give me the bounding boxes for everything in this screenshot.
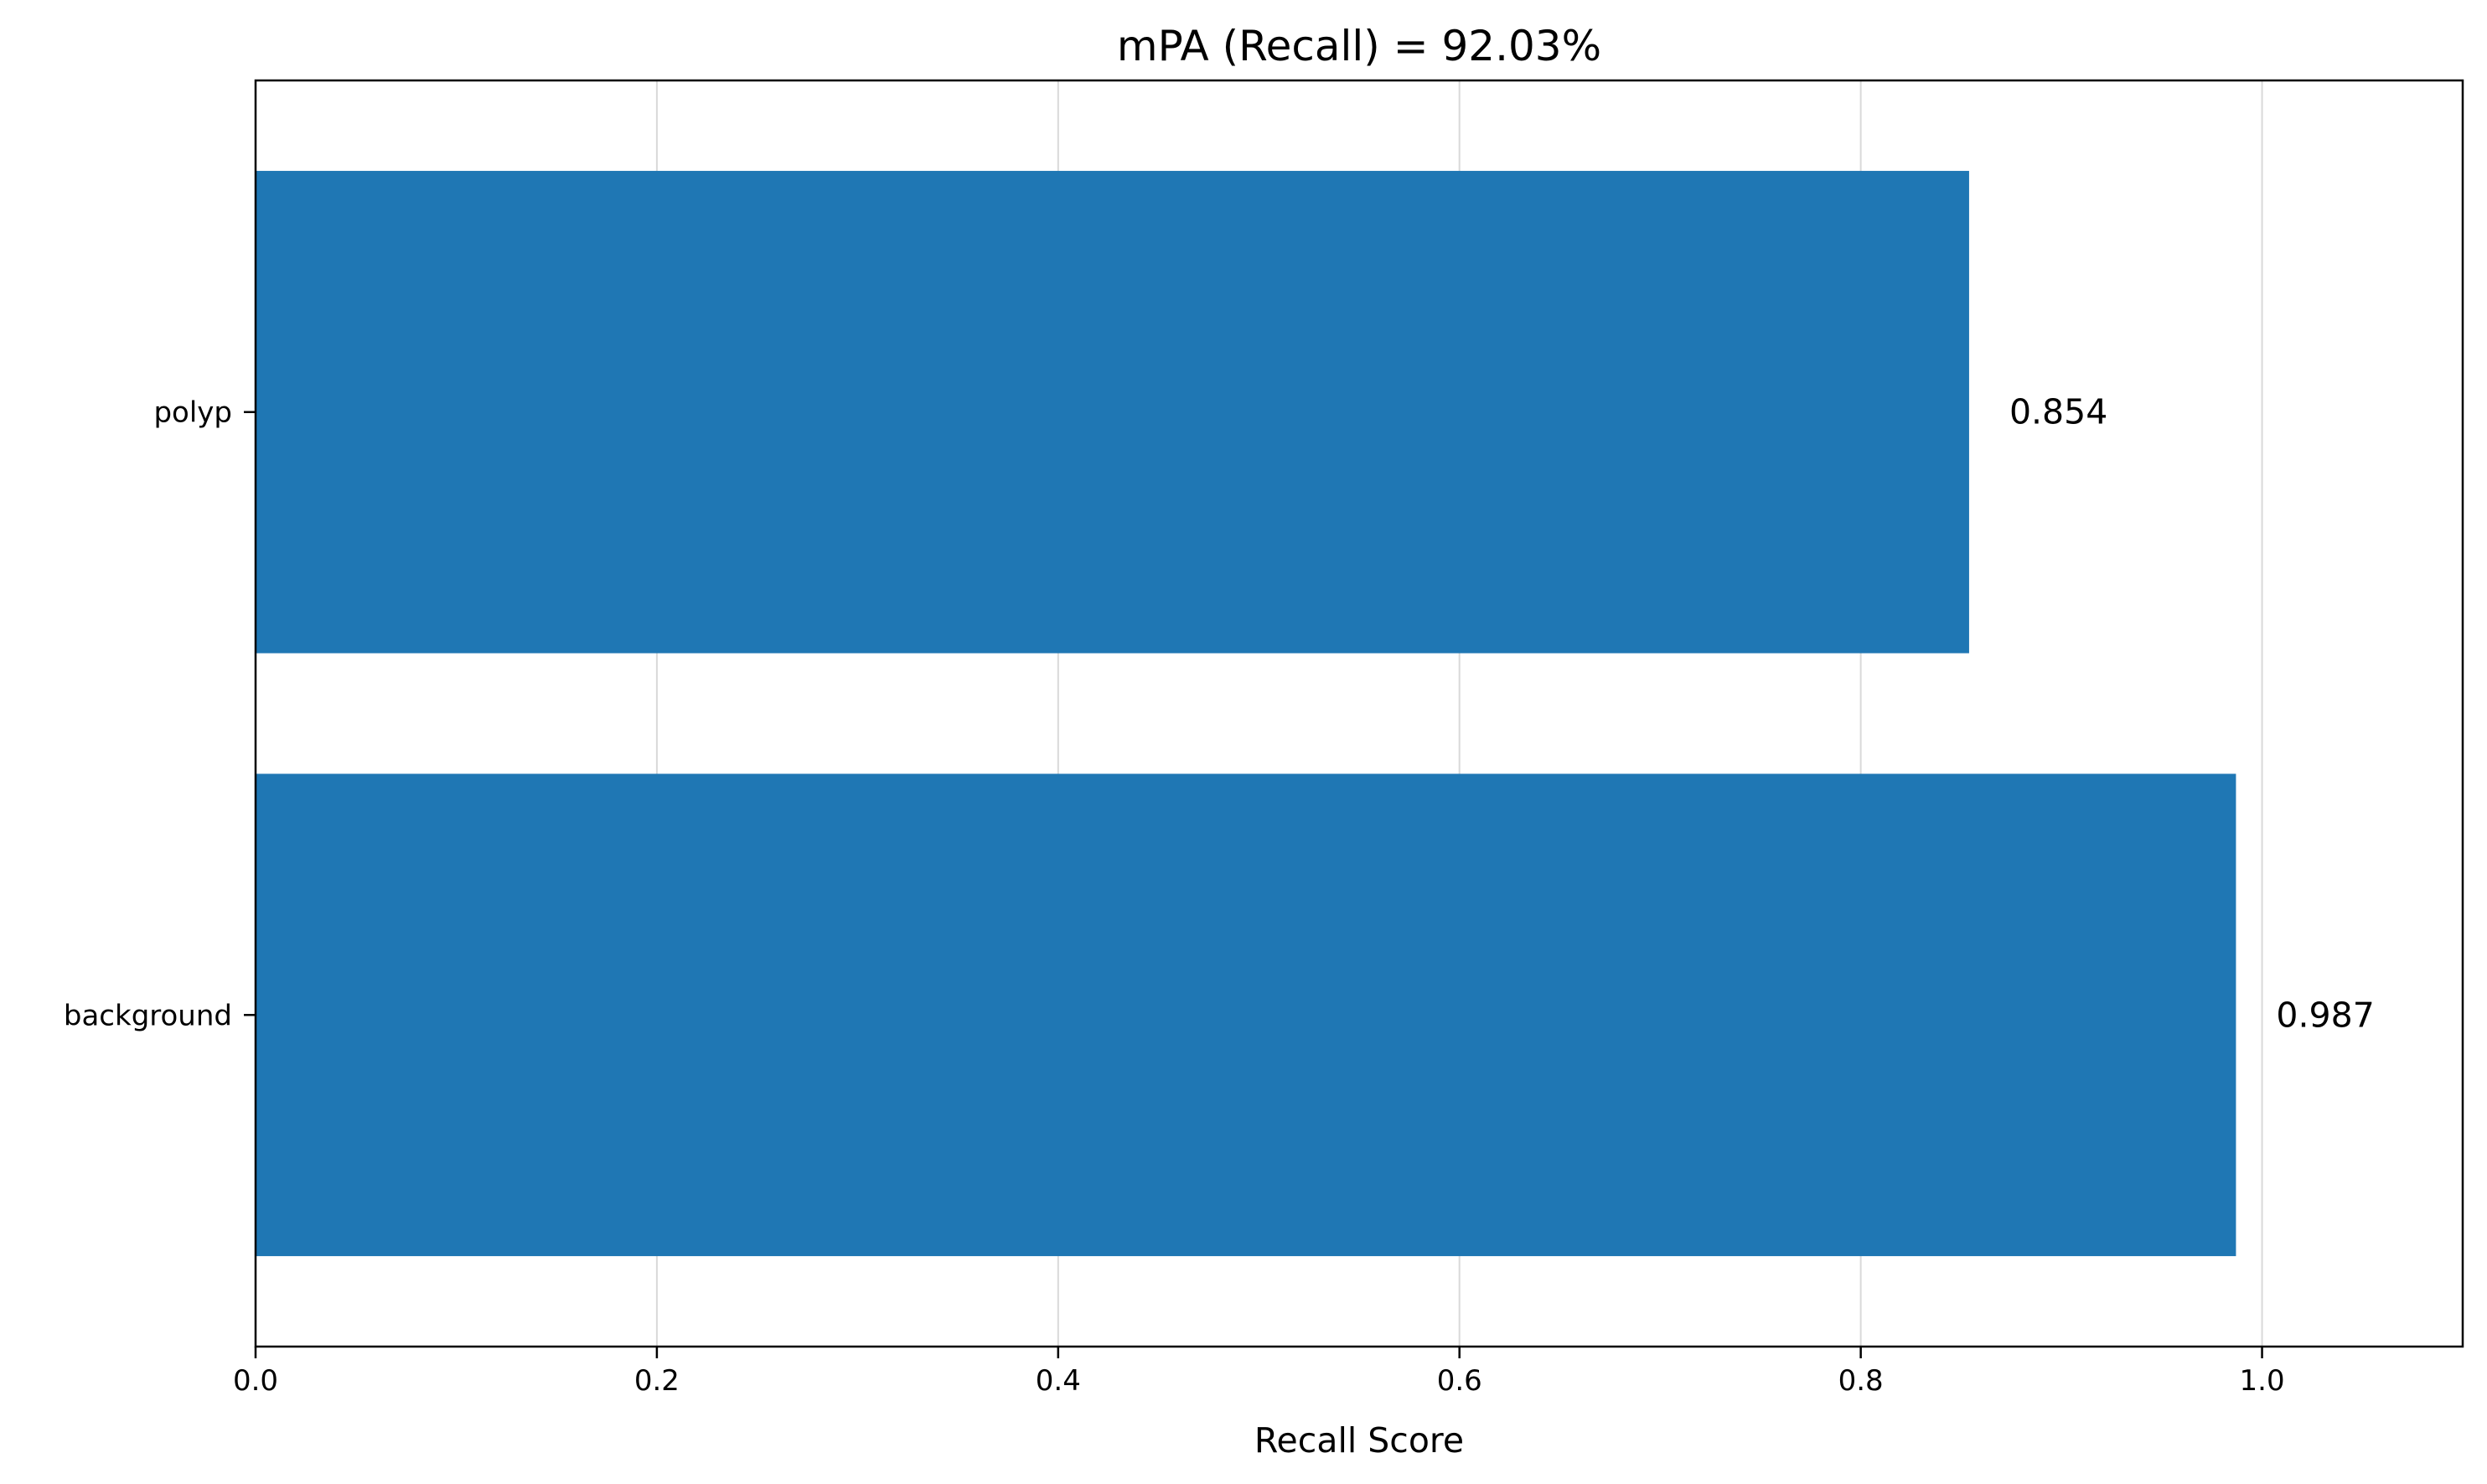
- bar-background: [256, 773, 2236, 1257]
- x-tick-label: 0.6: [1437, 1364, 1482, 1398]
- plot-frame: [254, 79, 2464, 1348]
- x-axis: 0.0 0.2 0.4 0.6 0.8 1.0: [233, 1347, 2285, 1398]
- bars: [256, 170, 2236, 1257]
- value-labels: 0.854 0.987: [2009, 392, 2375, 1036]
- x-tick-label: 0.4: [1036, 1364, 1081, 1398]
- x-axis-label: Recall Score: [1254, 1420, 1464, 1461]
- chart-title: mPA (Recall) = 92.03%: [1117, 22, 1601, 70]
- y-tick-label: polyp: [153, 396, 232, 430]
- y-axis: polyp background: [64, 396, 256, 1032]
- x-tick-label: 0.0: [233, 1364, 278, 1398]
- value-label: 0.854: [2009, 392, 2107, 432]
- x-tick-label: 1.0: [2240, 1364, 2285, 1398]
- bar-polyp: [256, 170, 1969, 654]
- x-tick-label: 0.8: [1838, 1364, 1884, 1398]
- value-label: 0.987: [2276, 995, 2374, 1035]
- y-tick-label: background: [64, 999, 232, 1032]
- x-tick-label: 0.2: [634, 1364, 680, 1398]
